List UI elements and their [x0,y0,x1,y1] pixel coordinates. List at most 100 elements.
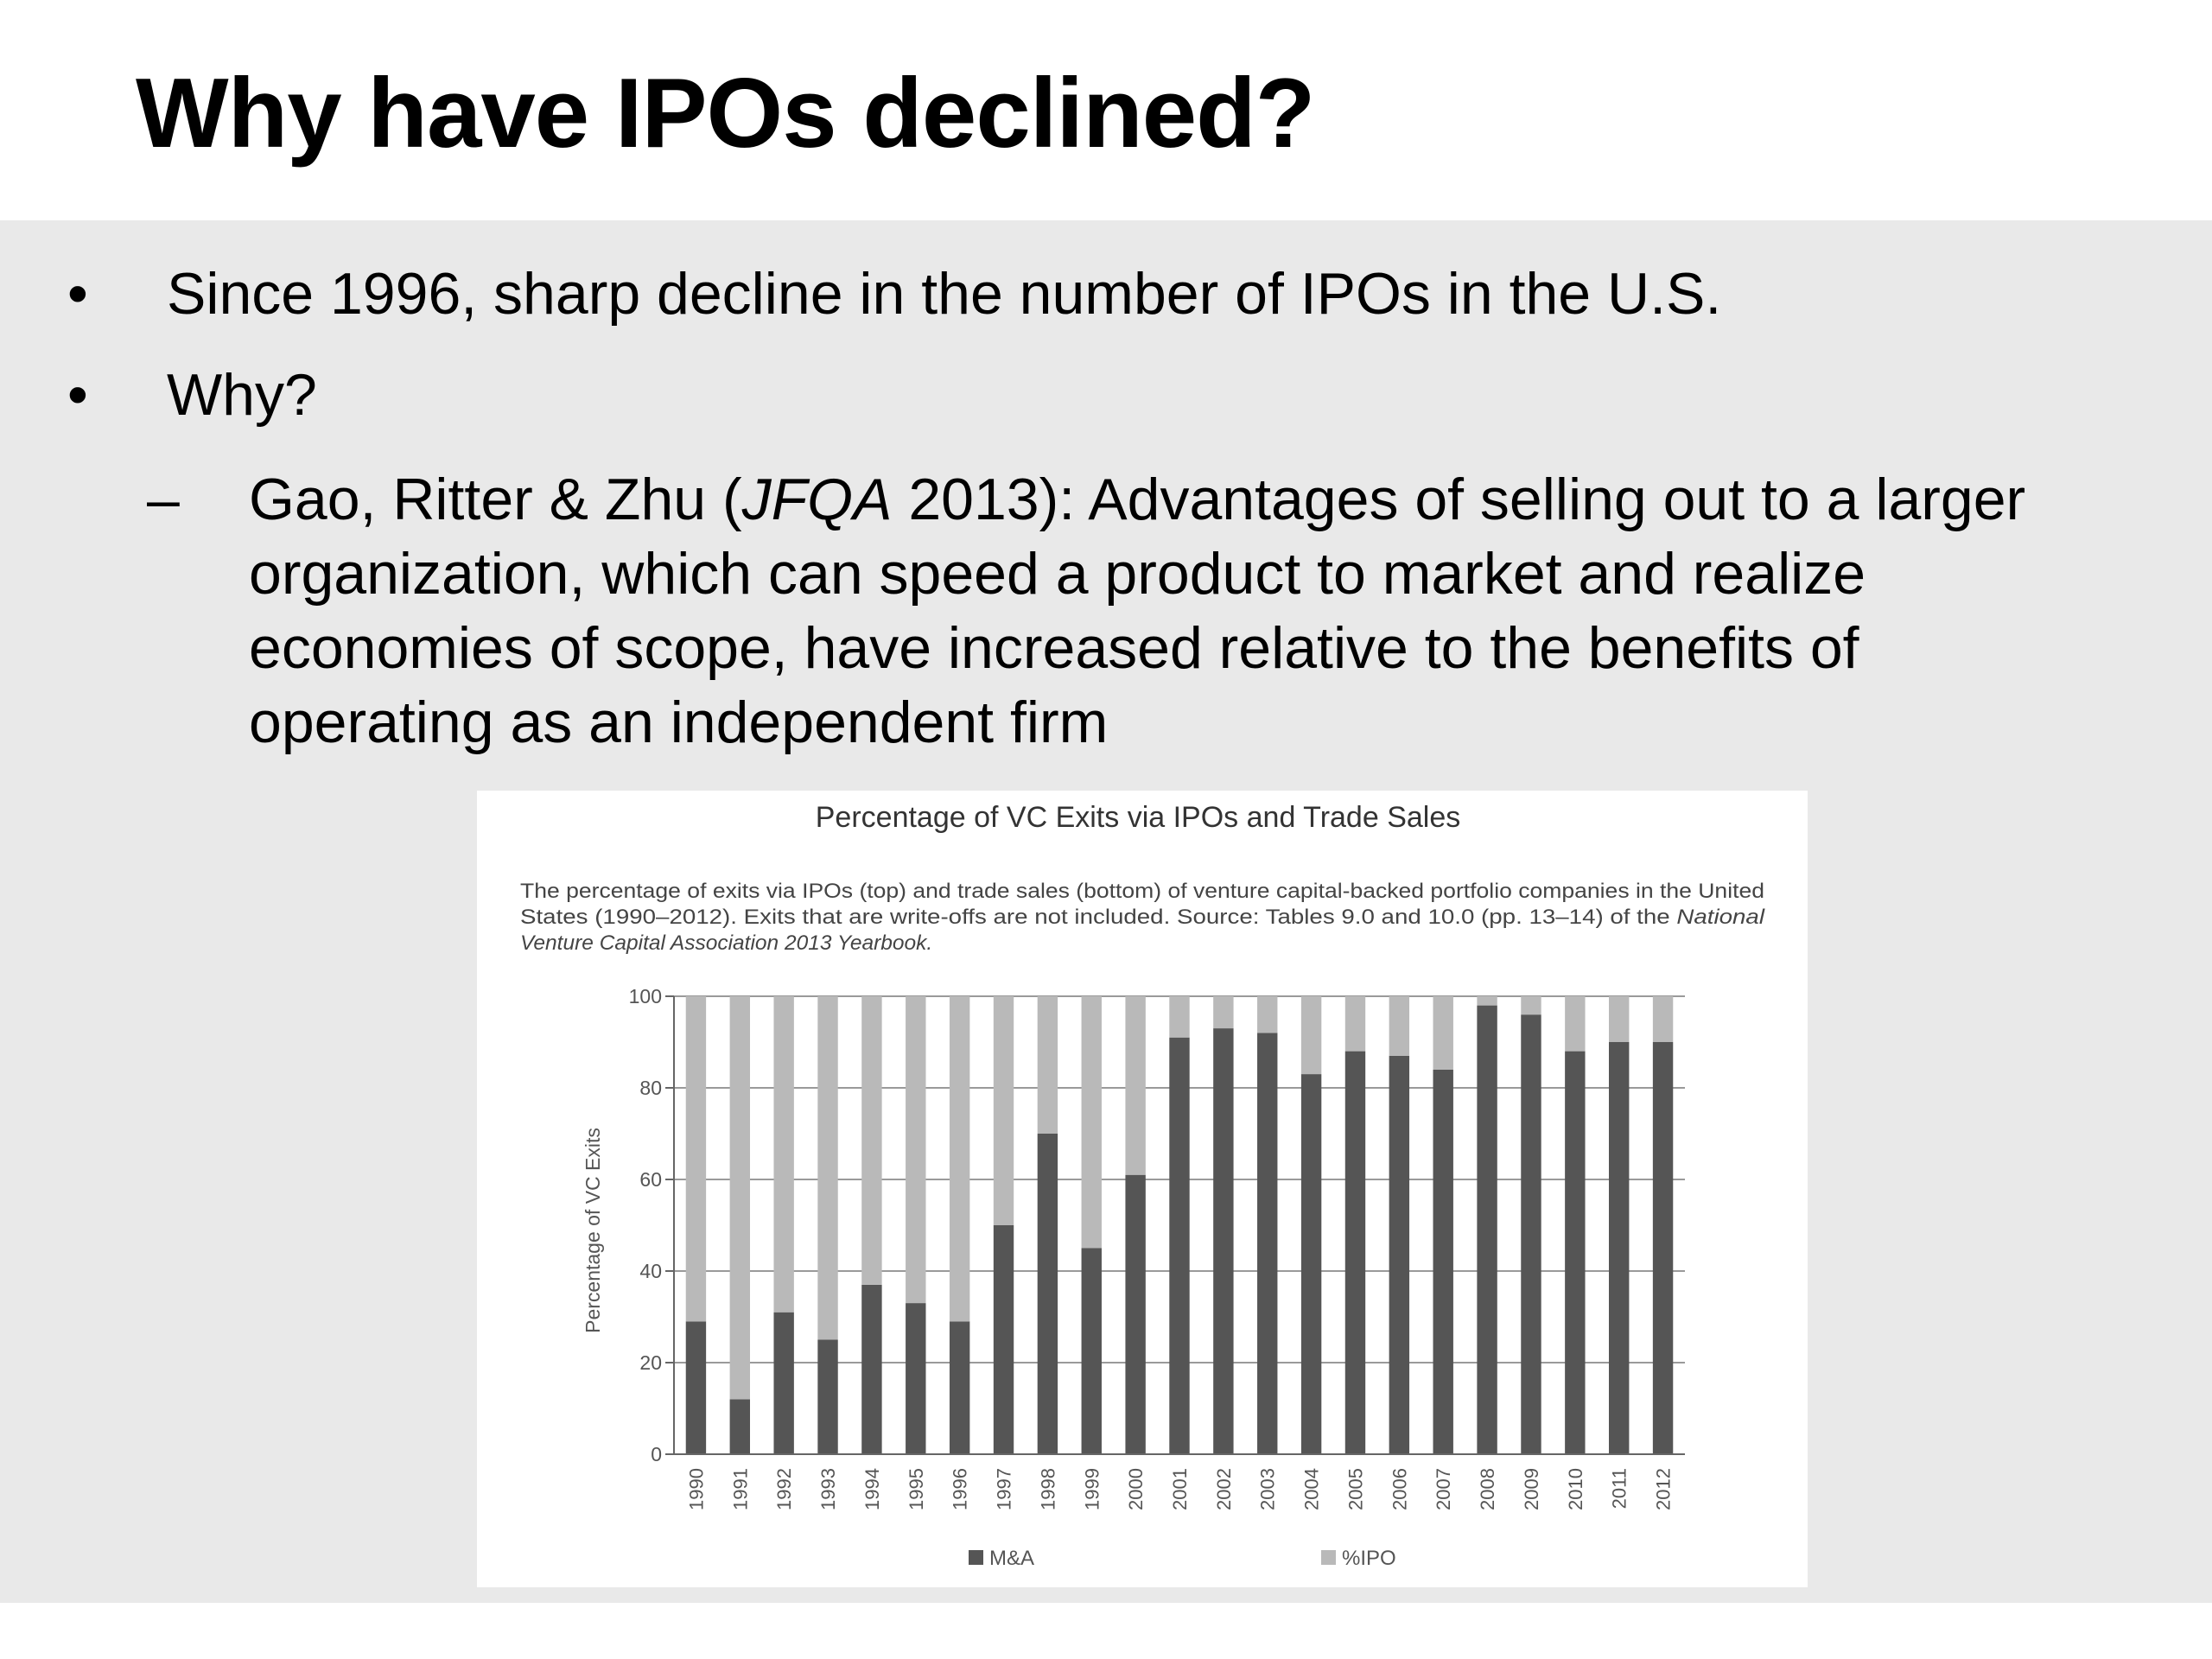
bar-ma-2006 [1389,1055,1410,1454]
bar-ma-2002 [1213,1028,1234,1454]
x-tick-label: 2007 [1433,1468,1454,1510]
bar-ma-1995 [906,1303,926,1454]
bar-ma-1994 [861,1284,882,1454]
x-tick-label: 2008 [1477,1468,1498,1510]
bar-ipo-1994 [861,996,882,1285]
sub-bullet-line-2: organization, which can speed a product … [249,541,1866,607]
y-tick-label: 0 [651,1443,662,1465]
bar-ipo-2003 [1257,996,1278,1033]
bar-ipo-2002 [1213,996,1234,1029]
legend-swatch-ma [969,1550,983,1565]
citation-year: 2013): Advantages of selling out to a la… [892,467,2026,532]
bar-ipo-2012 [1652,996,1674,1042]
bar-ma-1996 [949,1321,970,1454]
bar-ma-1991 [729,1399,751,1454]
bar-ipo-2000 [1125,996,1146,1175]
bullet-text: Why? [167,362,317,428]
bar-ma-2004 [1300,1074,1322,1454]
bar-ma-2011 [1608,1042,1630,1454]
x-tick-label: 2005 [1344,1468,1366,1510]
sub-bullet-line-4: operating as an independent firm [249,690,1109,755]
slide-title: Why have IPOs declined? [136,59,1315,168]
y-tick-label: 40 [639,1260,662,1282]
bar-ipo-2009 [1521,996,1541,1015]
bullet-text: Since 1996, sharp decline in the number … [167,261,1722,327]
journal-name: JFQA [741,467,893,532]
bar-ipo-2001 [1169,996,1190,1038]
x-tick-label: 2012 [1653,1468,1675,1510]
x-tick-label: 1993 [817,1468,839,1510]
bar-ma-2003 [1257,1033,1278,1454]
x-tick-label: 1995 [906,1468,927,1510]
x-tick-label: 2002 [1213,1468,1235,1510]
bar-ipo-1995 [906,996,926,1304]
bar-ma-1998 [1037,1134,1058,1454]
bar-ipo-2004 [1300,996,1322,1075]
x-tick-label: 2004 [1301,1468,1323,1510]
sub-bullet-line-3: economies of scope, have increased relat… [249,615,1859,681]
y-tick-label: 80 [639,1077,662,1099]
bar-ma-1999 [1081,1248,1102,1454]
bar-ma-2009 [1521,1014,1541,1454]
chart-caption-line-2: States (1990–2012). Exits that are write… [520,906,1765,929]
x-tick-label: 2006 [1389,1468,1410,1510]
bar-ma-2010 [1565,1051,1586,1454]
chart-caption-line-1: The percentage of exits via IPOs (top) a… [520,880,1764,903]
bar-ipo-1990 [685,996,707,1322]
chart-caption-line-3: Venture Capital Association 2013 Yearboo… [520,931,932,955]
chart-title: Percentage of VC Exits via IPOs and Trad… [816,801,1461,834]
bar-ipo-2008 [1477,996,1497,1006]
x-tick-label: 1994 [861,1468,883,1510]
citation-authors: Gao, Ritter & Zhu ( [249,467,742,532]
caption-line-2-text: States (1990–2012). Exits that are write… [520,906,1670,929]
chart-figure: Percentage of VC Exits via IPOs and Trad… [477,791,1808,1587]
legend-label-ma: M&A [989,1547,1034,1570]
x-tick-label: 1997 [994,1468,1015,1510]
bar-ipo-2005 [1344,996,1366,1052]
bar-ma-2012 [1652,1042,1674,1454]
bar-ipo-1999 [1081,996,1102,1249]
y-tick-label: 20 [639,1351,662,1374]
bar-ipo-2006 [1389,996,1410,1056]
x-tick-label: 1999 [1081,1468,1103,1510]
legend-label-ipo: %IPO [1342,1547,1396,1570]
x-tick-label: 1996 [950,1468,971,1510]
x-tick-label: 2010 [1565,1468,1586,1510]
bullet-marker: • [67,362,88,428]
bar-ma-2001 [1169,1037,1190,1454]
x-tick-label: 2011 [1609,1468,1630,1509]
stacked-bar-chart: Percentage of VC Exits via IPOs and Trad… [520,801,1765,1570]
bar-ma-1993 [817,1339,838,1454]
x-tick-label: 1998 [1037,1468,1058,1510]
sub-bullet-line-1: Gao, Ritter & Zhu (JFQA 2013): Advantage… [249,462,2202,537]
x-tick-label: 1991 [729,1468,751,1510]
bar-ma-2000 [1125,1174,1146,1454]
bar-ipo-1998 [1037,996,1058,1134]
bar-ipo-1993 [817,996,838,1340]
bar-ipo-2007 [1433,996,1453,1070]
bar-ipo-2010 [1565,996,1586,1052]
bar-ma-2008 [1477,1005,1497,1454]
sub-bullet-text: Gao, Ritter & Zhu (JFQA 2013): Advantage… [249,462,2202,760]
bar-ipo-1991 [729,996,751,1400]
bar-ipo-2011 [1608,996,1630,1042]
y-axis-label: Percentage of VC Exits [582,1128,604,1333]
y-tick-label: 60 [639,1168,662,1191]
y-tick-label: 100 [629,985,662,1007]
x-tick-label: 1992 [773,1468,795,1510]
x-tick-label: 2009 [1521,1468,1542,1510]
legend-swatch-ipo [1321,1550,1336,1565]
x-tick-label: 2001 [1169,1468,1191,1510]
bullet-marker: • [67,261,88,327]
bar-ma-1990 [685,1321,707,1454]
bar-ma-2007 [1433,1069,1453,1454]
x-tick-label: 2000 [1125,1468,1147,1510]
dash-marker: – [147,467,180,532]
bar-ipo-1996 [949,996,970,1322]
legend: M&A %IPO [969,1547,1396,1570]
bar-ma-2005 [1344,1051,1366,1454]
caption-line-2-italic: National [1670,906,1765,929]
axis-layer: 0 20 40 60 80 100 1990 1991 1992 1993 1994 1995 1996… [629,985,1685,1510]
x-tick-label: 2003 [1257,1468,1279,1510]
bar-layer [685,996,1674,1454]
